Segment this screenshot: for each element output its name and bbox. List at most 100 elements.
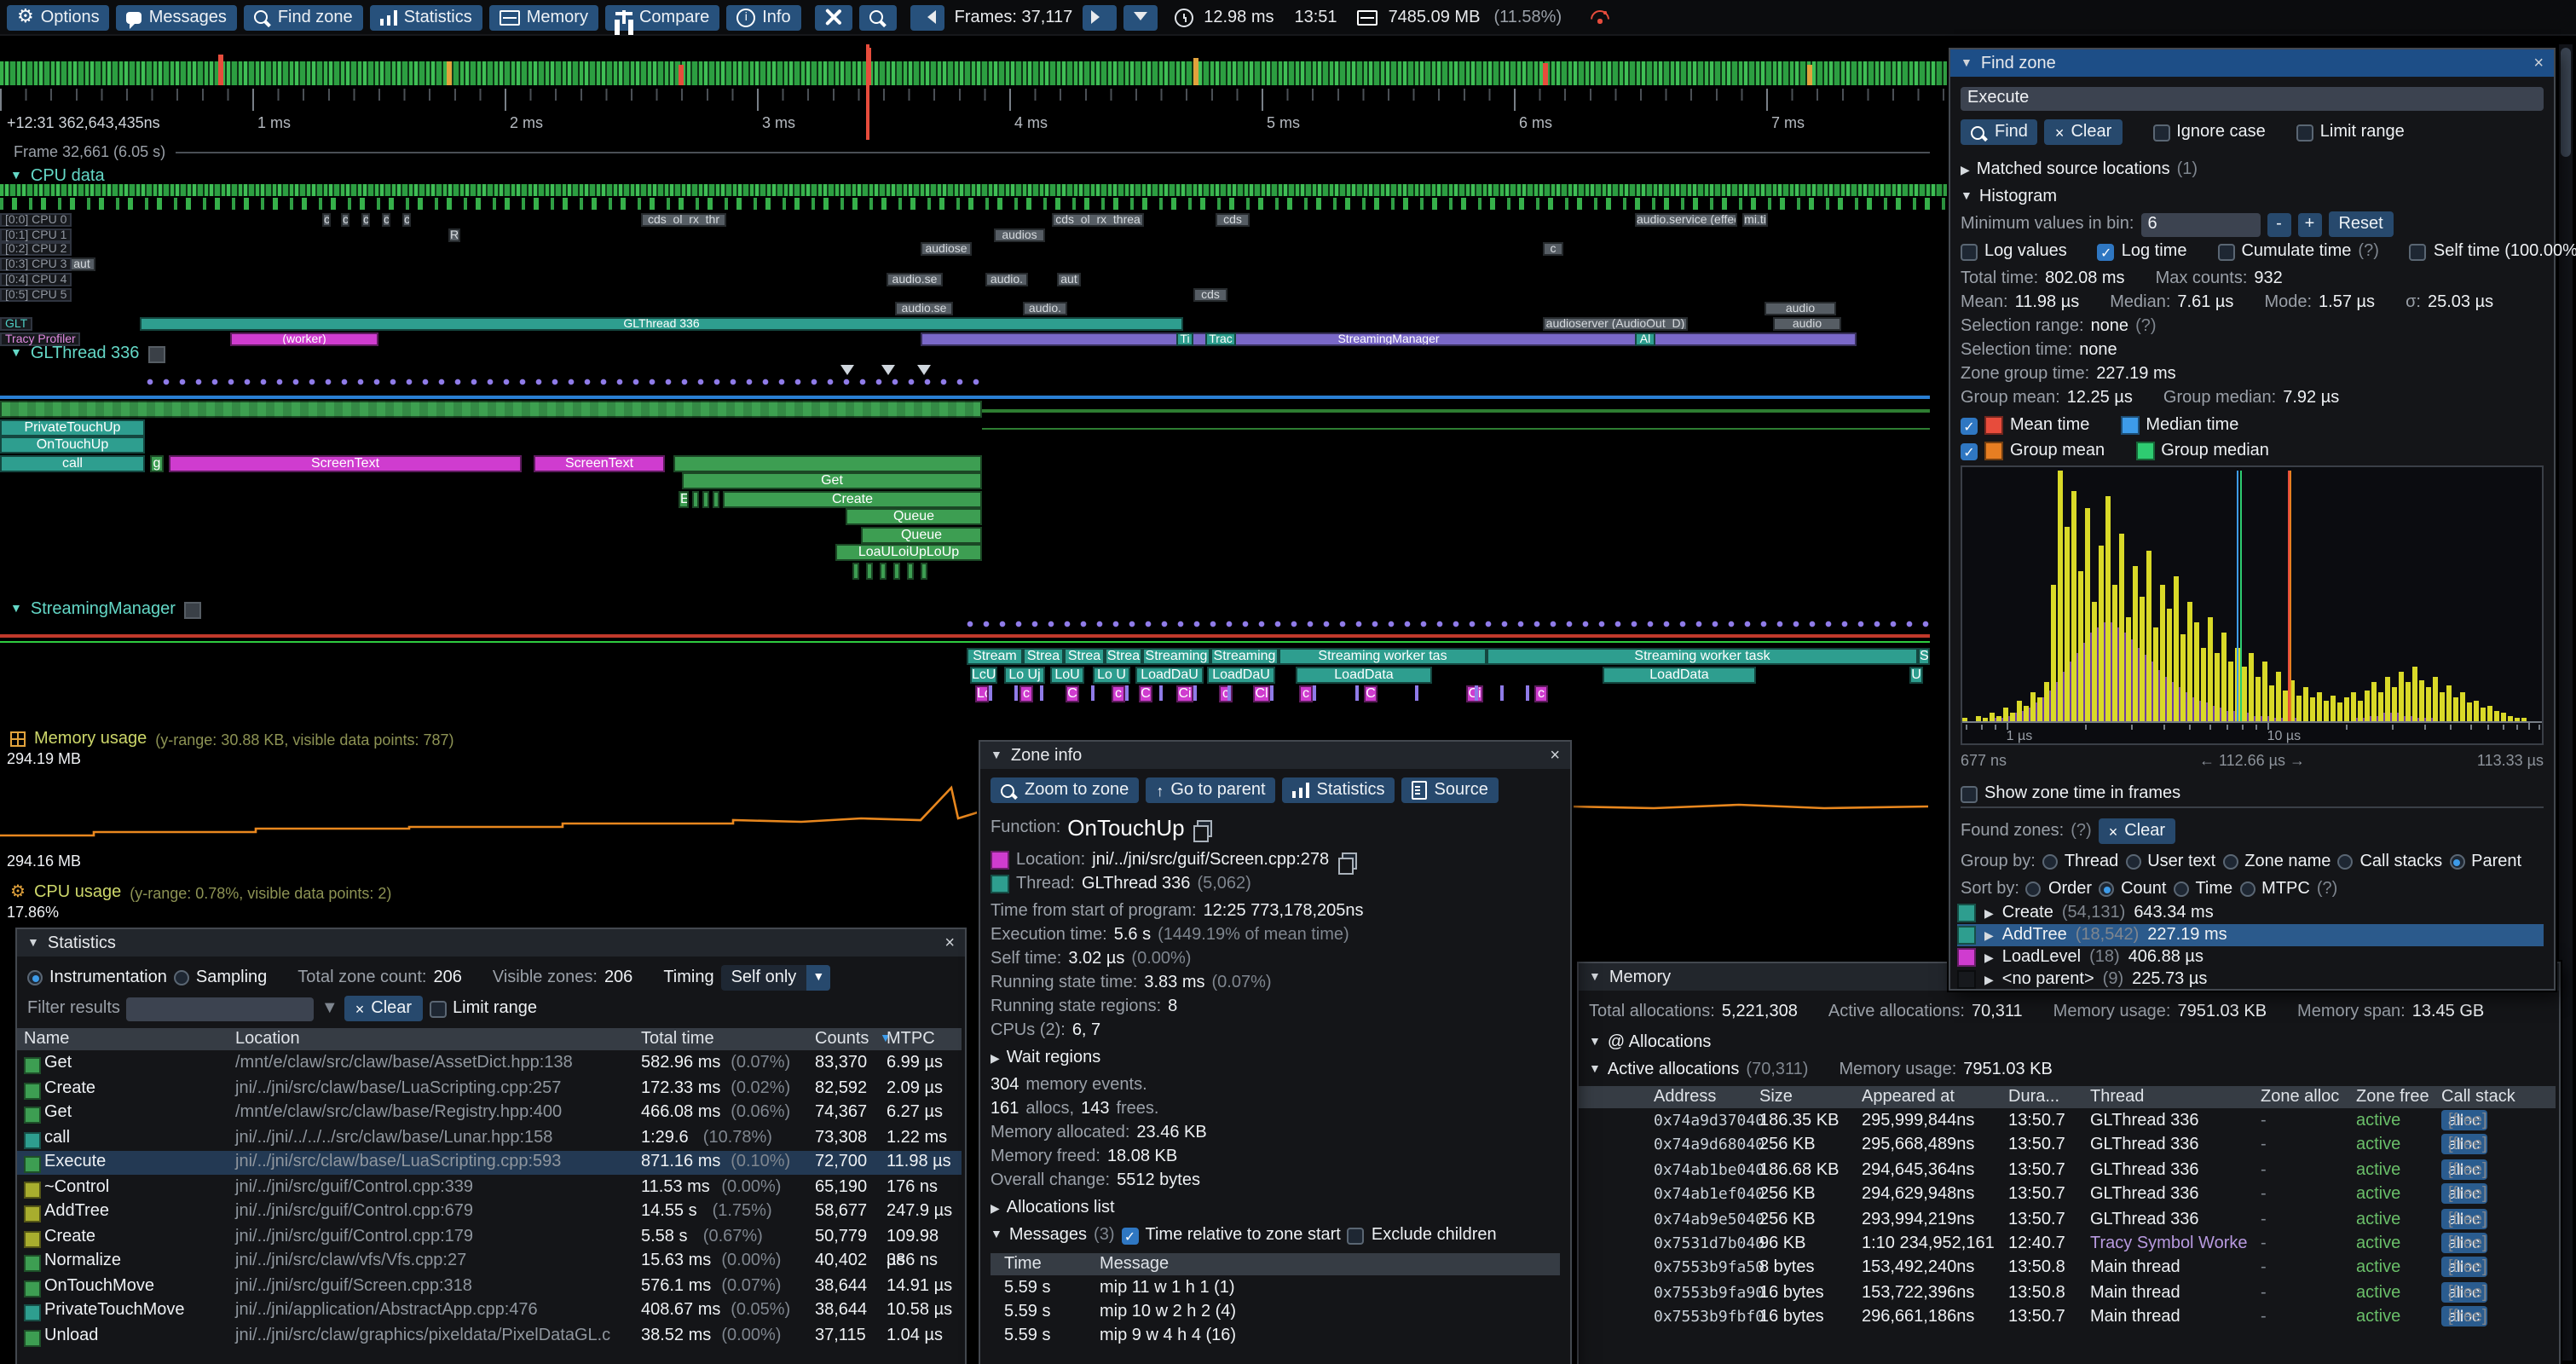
stats-table-row[interactable]: Normalize jni/../jni/src/claw/vfs/Vfs.cpp… [17,1250,962,1274]
clear-button[interactable]: × Clear [2098,818,2176,844]
zoom-to-zone-button[interactable]: Zoom to zone [991,777,1140,803]
statistics-button[interactable]: Statistics [369,4,482,30]
timeline-zone[interactable]: Stream [967,648,1023,665]
radio-button[interactable] [2222,854,2238,870]
timeline-zone[interactable]: Queue [846,508,982,525]
column-header[interactable]: MTPC [887,1030,935,1049]
column-header[interactable]: Thread [2090,1088,2145,1107]
found-zone-group-row[interactable]: ▶ LoadLevel (18) 406.88 µs [1957,946,2544,968]
timeline-zone[interactable] [893,562,900,579]
find-zone-histogram[interactable]: 1 µs 10 µs [1961,465,2544,745]
column-header[interactable]: Counts [815,1030,869,1049]
compare-button[interactable]: Compare [604,4,720,30]
zoom-tool-button[interactable] [858,4,897,30]
radio-button[interactable] [2042,854,2058,870]
zone-info-titlebar[interactable]: ▼ Zone info × [980,742,1570,769]
timeline-zone[interactable]: Ti [1176,332,1193,346]
checkbox[interactable]: ✓ [2097,243,2115,260]
column-header[interactable]: Message [1100,1255,1170,1274]
timeline-zone[interactable]: audio. [1023,302,1067,316]
memory-table-row[interactable]: 0x7553b9fbf0 16 bytes 296,661,186ns 13:50.7… [1579,1306,2556,1330]
message-tick[interactable] [1355,685,1359,701]
timeline-zone[interactable] [673,454,982,471]
found-zone-group-row[interactable]: ▶ AddTree (18,542) 227.19 ms [1957,924,2544,946]
timeline-zone[interactable]: Streaming [1210,648,1279,665]
timeline-zone[interactable]: Streaming [1142,648,1210,665]
timeline-zone[interactable] [866,562,873,579]
timeline-zone[interactable]: aut [68,257,95,272]
timeline-zone[interactable]: LoaULoiUpLoUp [835,544,982,561]
timeline-zone[interactable]: Streaming worker task [1487,648,1918,665]
alloc-callstack-button[interactable]: alloc [2441,1110,2487,1130]
message-tick[interactable] [1193,685,1197,701]
timeline-zone[interactable]: E [679,490,689,507]
timeline-zone[interactable]: R [448,228,460,242]
alloc-callstack-button[interactable]: alloc [2441,1306,2487,1327]
timeline-zone[interactable]: PrivateTouchUp [0,419,145,436]
timeline-zone[interactable]: LoadData [1296,667,1432,684]
timeline-zone[interactable]: Ci [1176,685,1193,702]
message-tick[interactable] [1313,685,1316,701]
column-header[interactable]: Dura... [2008,1088,2060,1107]
timeline-zone[interactable]: C [1139,685,1152,702]
message-tick[interactable] [1040,685,1043,701]
stats-table-row[interactable]: AddTree jni/../jni/src/guif/Control.cpp:6… [17,1200,962,1224]
collapsed-arrow-icon[interactable]: ▶ [991,1203,1000,1215]
timeline-zone[interactable]: LoadDaU [1207,667,1275,684]
column-header[interactable]: Call stack [2441,1088,2515,1107]
timeline-zone[interactable]: Get [682,472,982,489]
timeline-zone[interactable]: aut [1057,272,1081,286]
timeline-zone[interactable]: audio.se [895,302,953,316]
zone-marker-icon[interactable] [840,365,854,382]
timeline-zone[interactable]: c [1534,685,1548,702]
stats-table-row[interactable]: call jni/../jni/../../../src/claw/base/Lu… [17,1126,962,1150]
timeline-zone[interactable]: Lc [975,685,989,702]
timeline-zone[interactable]: Create [723,490,982,507]
message-tick[interactable] [1500,685,1504,701]
tools-button[interactable] [814,4,852,30]
collapsed-arrow-icon[interactable]: ▶ [991,1053,1000,1065]
alloc-callstack-button[interactable]: alloc [2441,1159,2487,1180]
zone-marker-icon[interactable] [881,365,895,382]
message-tick[interactable] [1475,685,1478,701]
timeline-zone[interactable] [713,490,719,507]
timeline-zone[interactable]: audios [994,228,1045,242]
checkbox[interactable] [1961,243,1978,260]
timeline-zone[interactable]: Trac [1205,332,1236,346]
timeline-zone[interactable]: Al [1635,332,1655,346]
timeline-zone[interactable]: LoadData [1603,667,1756,684]
message-row[interactable]: 5.59 s mip 9 w 4 h 4 (16) [991,1325,1560,1349]
timeline-zone[interactable]: c [382,213,390,227]
main-scrollbar[interactable] [2559,44,2573,1361]
timeline-zone[interactable]: audio [1765,302,1836,316]
found-zone-group-row[interactable]: ▶ Create (54,131) 643.34 ms [1957,902,2544,924]
timeline-zone[interactable] [880,562,887,579]
timeline-zone[interactable]: c [322,213,331,227]
checkbox[interactable] [2296,124,2313,141]
find-zone-button[interactable]: Find zone [243,4,363,30]
message-tick[interactable] [1125,685,1129,701]
timeline-zone[interactable]: C [1364,685,1378,702]
close-icon[interactable]: × [944,933,955,952]
timeline-zone[interactable]: Lo Uj [1004,667,1045,684]
cpu-activity-strip[interactable] [0,184,2557,196]
radio-button[interactable] [2025,881,2042,897]
timeline-zone[interactable]: St [1918,648,1930,665]
timeline-zone[interactable]: c [1543,242,1563,257]
timeline-zone[interactable]: c [341,213,349,227]
sample-dots[interactable] [967,621,1930,627]
timeline-zone[interactable]: c [402,213,411,227]
cpu-activity-strip-2[interactable] [0,198,2557,210]
message-tick[interactable] [1415,685,1418,701]
messages-button[interactable]: Messages [116,4,237,30]
alloc-callstack-button[interactable]: alloc [2441,1134,2487,1155]
clear-button[interactable]: × Clear [2044,119,2123,145]
timeline-zone[interactable]: audio.se [887,272,943,286]
timeline-zone[interactable]: LcU [970,667,997,684]
timeline-zone[interactable] [907,562,914,579]
expanded-arrow-icon[interactable]: ▼ [1589,1064,1601,1076]
stats-table-row[interactable]: Create jni/../jni/src/guif/Control.cpp:17… [17,1225,962,1269]
timeline-zone[interactable]: LoadDaU [1135,667,1204,684]
stats-table-row[interactable]: Create jni/../jni/src/claw/base/LuaScript… [17,1077,962,1101]
timeline-zone[interactable]: GLThread 336 [140,316,1183,331]
